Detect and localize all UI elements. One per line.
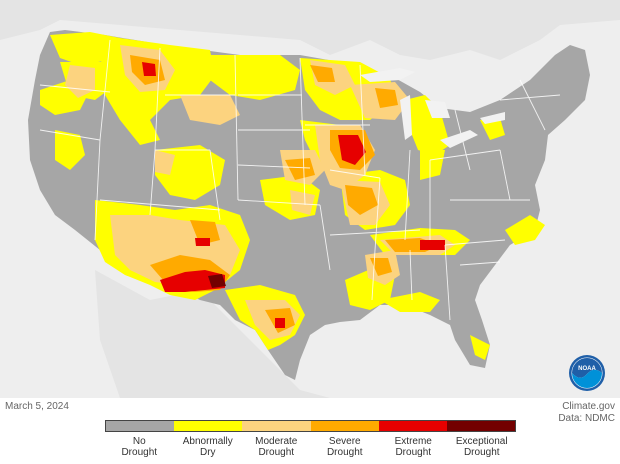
credit-data: Data: NDMC (558, 413, 615, 424)
legend-swatch (378, 421, 447, 431)
legend-swatch (242, 421, 311, 431)
us-drought-map-svg (0, 0, 620, 398)
legend-label: Exceptional Drought (455, 436, 508, 458)
extreme-drought-regions (142, 62, 445, 328)
credit-block: Climate.gov Data: NDMC (558, 401, 615, 425)
legend-color-bar (105, 420, 516, 432)
legend-swatch (310, 421, 379, 431)
noaa-logo-icon: NOAA (569, 355, 605, 391)
legend-label: Extreme Drought (394, 436, 432, 458)
legend-label: Severe Drought (326, 436, 363, 458)
canada-land (0, 0, 620, 60)
mexico-land (95, 270, 330, 398)
map-date: March 5, 2024 (5, 401, 69, 412)
legend-swatch (174, 421, 243, 431)
state-borders (39, 39, 561, 321)
legend-swatch (446, 421, 516, 431)
exceptional-drought-regions (208, 274, 226, 288)
noaa-logo-text: NOAA (578, 366, 596, 372)
legend-swatch (106, 421, 175, 431)
lake-ontario (480, 112, 505, 124)
great-lakes (360, 68, 505, 148)
lake-superior (360, 68, 415, 82)
credit-source: Climate.gov (562, 401, 615, 412)
lake-michigan (400, 95, 412, 140)
lake-huron (425, 100, 450, 118)
legend-label: Abnormally Dry (182, 436, 233, 458)
legend-label: No Drought (121, 436, 158, 458)
drought-map (0, 0, 620, 398)
legend-labels: No Drought Abnormally Dry Moderate Drought… (105, 436, 516, 458)
legend-label: Moderate Drought (255, 436, 298, 458)
lake-erie (440, 130, 478, 148)
noaa-logo: NOAA (568, 354, 606, 392)
